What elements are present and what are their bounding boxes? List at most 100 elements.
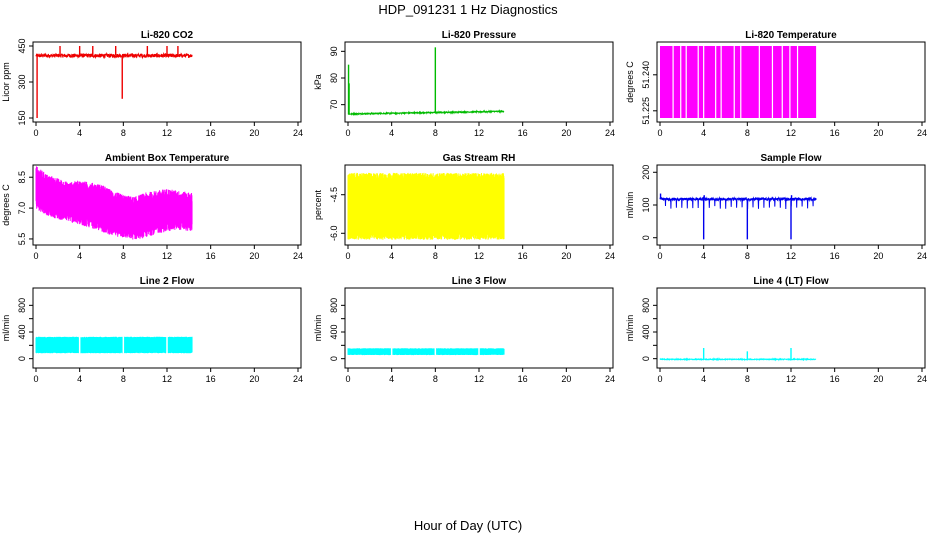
x-tick-label: 12 xyxy=(786,128,796,138)
x-tick-label: 8 xyxy=(745,251,750,261)
data-layer xyxy=(35,335,193,355)
x-tick-label: 12 xyxy=(474,128,484,138)
x-tick-label: 16 xyxy=(830,128,840,138)
panel-title: Ambient Box Temperature xyxy=(105,153,230,164)
x-tick-label: 0 xyxy=(345,374,350,384)
y-tick-label: 70 xyxy=(329,100,339,110)
data-line xyxy=(659,195,817,210)
y-tick-label: -6.0 xyxy=(329,226,339,242)
panel-5: Gas Stream RH 0 4 8 12 16 20 24 -6.0 -4.5 percent xyxy=(313,153,615,261)
panel-title: Line 2 Flow xyxy=(140,276,195,287)
x-tick-label: 16 xyxy=(830,251,840,261)
x-tick-label: 24 xyxy=(917,374,927,384)
data-band xyxy=(35,166,193,240)
x-tick-label: 0 xyxy=(345,251,350,261)
x-tick-label: 20 xyxy=(249,251,259,261)
x-tick-label: 24 xyxy=(917,251,927,261)
x-tick-label: 20 xyxy=(249,128,259,138)
panel-2: Li-820 Pressure 0 4 8 12 16 20 24 70 80 90 kPa xyxy=(313,30,615,138)
y-tick-label: 90 xyxy=(329,46,339,56)
x-tick-label: 8 xyxy=(121,128,126,138)
y-axis-label: ml/min xyxy=(625,192,635,219)
x-tick-label: 8 xyxy=(433,374,438,384)
x-tick-label: 8 xyxy=(121,374,126,384)
x-tick-label: 24 xyxy=(605,374,615,384)
y-tick-label: 51.225 xyxy=(641,97,651,125)
x-tick-label: 20 xyxy=(249,374,259,384)
panel-title: Li-820 Pressure xyxy=(442,30,517,41)
panel-7: Line 2 Flow 0 4 8 12 16 20 24 0 400 800 ml/min xyxy=(1,276,303,384)
x-tick-label: 16 xyxy=(206,374,216,384)
data-band xyxy=(35,336,193,354)
y-tick-label: 51.240 xyxy=(641,61,651,89)
x-tick-label: 12 xyxy=(786,251,796,261)
data-layer xyxy=(347,172,505,240)
x-tick-label: 20 xyxy=(873,251,883,261)
y-tick-label: 800 xyxy=(641,298,651,313)
y-axis-label: ml/min xyxy=(1,315,11,342)
panel-title: Li-820 Temperature xyxy=(745,30,837,41)
data-line xyxy=(347,109,505,116)
x-tick-label: 24 xyxy=(605,251,615,261)
y-axis-label: Licor ppm xyxy=(1,62,11,102)
x-tick-label: 24 xyxy=(293,374,303,384)
x-tick-label: 12 xyxy=(162,128,172,138)
x-tick-label: 12 xyxy=(474,251,484,261)
x-tick-label: 4 xyxy=(77,251,82,261)
x-tick-label: 20 xyxy=(561,251,571,261)
panel-title: Li-820 CO2 xyxy=(141,30,194,41)
y-tick-label: 0 xyxy=(641,235,651,240)
panel-3: Li-820 Temperature 0 4 8 12 16 20 24 51.225 51.24… xyxy=(625,30,927,138)
x-tick-label: 20 xyxy=(561,128,571,138)
x-tick-label: 0 xyxy=(657,128,662,138)
x-tick-label: 0 xyxy=(657,251,662,261)
x-tick-label: 0 xyxy=(33,374,38,384)
data-line xyxy=(35,51,193,60)
x-axis-caption: Hour of Day (UTC) xyxy=(413,518,523,533)
x-tick-label: 0 xyxy=(33,128,38,138)
y-tick-label: 800 xyxy=(329,298,339,313)
x-tick-label: 16 xyxy=(518,128,528,138)
plot-frame xyxy=(32,287,302,369)
x-tick-label: 16 xyxy=(518,251,528,261)
y-axis-label: degrees C xyxy=(1,184,11,226)
y-axis-label: degrees C xyxy=(625,61,635,103)
figure-title: HDP_091231 1 Hz Diagnostics xyxy=(378,2,558,17)
x-tick-label: 0 xyxy=(657,374,662,384)
x-tick-label: 16 xyxy=(206,251,216,261)
y-tick-label: 0 xyxy=(17,356,27,361)
x-tick-label: 12 xyxy=(786,374,796,384)
x-tick-label: 8 xyxy=(121,251,126,261)
x-tick-label: 4 xyxy=(389,128,394,138)
x-tick-label: 4 xyxy=(389,374,394,384)
y-tick-label: 400 xyxy=(329,324,339,339)
y-tick-label: 8.5 xyxy=(17,171,27,184)
x-tick-label: 12 xyxy=(474,374,484,384)
x-tick-label: 20 xyxy=(873,128,883,138)
panel-title: Line 4 (LT) Flow xyxy=(753,276,829,287)
panel-6: Sample Flow 0 4 8 12 16 20 24 0 100 200 ml/min xyxy=(625,153,927,261)
y-tick-label: 150 xyxy=(17,110,27,125)
x-tick-label: 4 xyxy=(701,128,706,138)
y-tick-label: 800 xyxy=(17,298,27,313)
y-tick-label: 7.0 xyxy=(17,202,27,215)
x-tick-label: 4 xyxy=(77,374,82,384)
panel-8: Line 3 Flow 0 4 8 12 16 20 24 0 400 800 ml/min xyxy=(313,276,615,384)
x-tick-label: 24 xyxy=(293,128,303,138)
data-layer xyxy=(35,46,193,118)
data-layer xyxy=(659,348,817,362)
x-tick-label: 20 xyxy=(873,374,883,384)
panel-9: Line 4 (LT) Flow 0 4 8 12 16 20 24 0 400 800 ml/min xyxy=(625,276,927,384)
y-tick-label: 300 xyxy=(17,74,27,89)
x-tick-label: 20 xyxy=(561,374,571,384)
y-axis-label: ml/min xyxy=(313,315,323,342)
plot-frame xyxy=(344,41,614,123)
x-tick-label: 12 xyxy=(162,374,172,384)
data-layer xyxy=(347,346,505,357)
panel-title: Gas Stream RH xyxy=(443,153,516,164)
panel-title: Sample Flow xyxy=(760,153,821,164)
x-tick-label: 8 xyxy=(433,251,438,261)
y-tick-label: -4.5 xyxy=(329,187,339,203)
x-tick-label: 16 xyxy=(830,374,840,384)
